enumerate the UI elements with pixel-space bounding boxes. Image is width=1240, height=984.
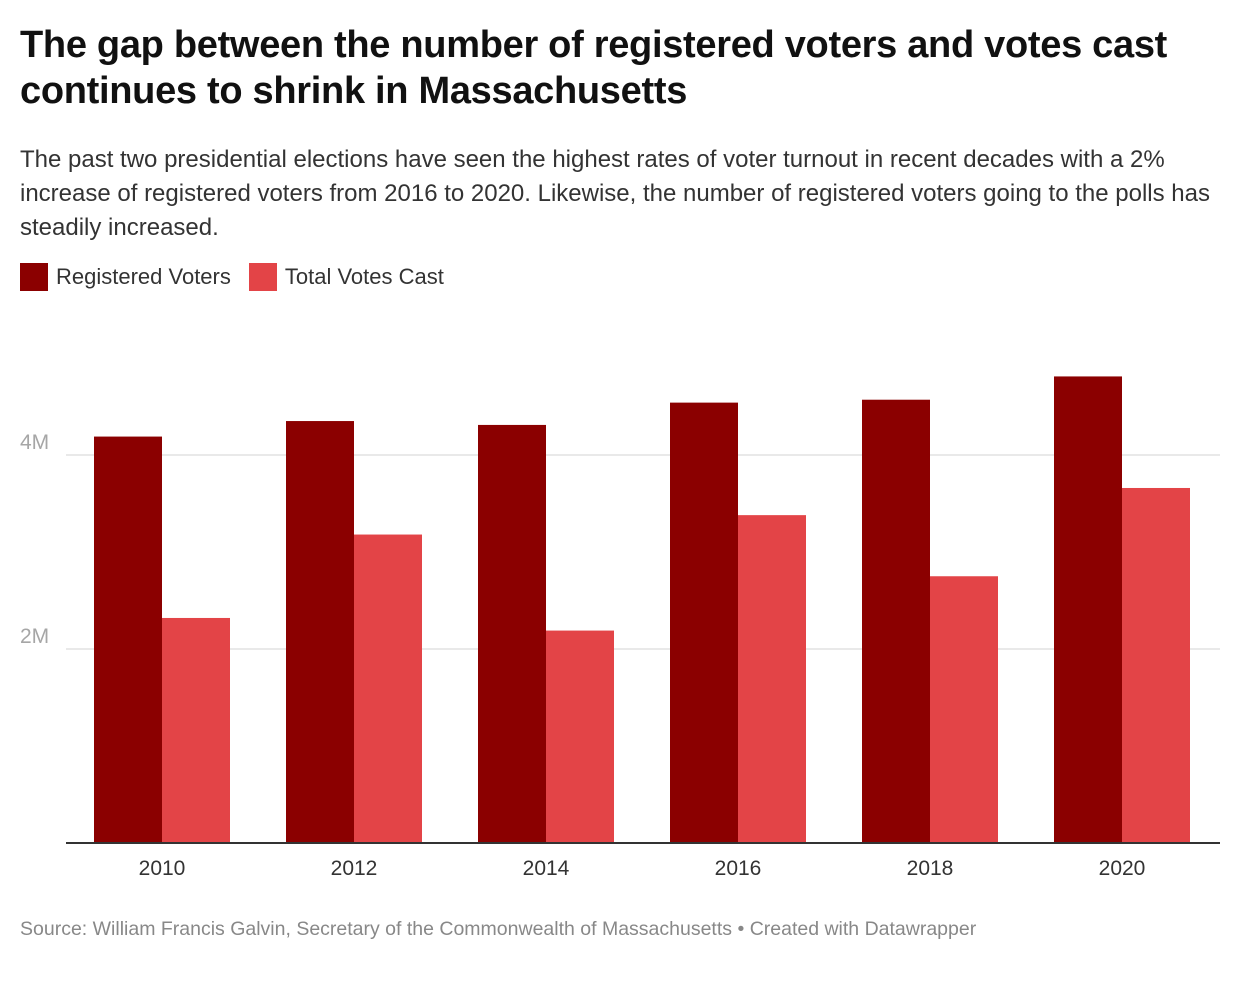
legend-item-total-votes-cast: Total Votes Cast xyxy=(248,263,444,291)
bar-chart: 2M 4M 2010 2012 2014 2016 2018 2020 xyxy=(20,376,1220,880)
y-tick-label-4m: 4M xyxy=(20,431,49,454)
legend-item-registered-voters: Registered Voters xyxy=(20,263,231,291)
legend-label-total-votes-cast: Total Votes Cast xyxy=(284,264,444,289)
bar-total-votes-cast-2010 xyxy=(162,617,230,843)
x-tick-label-2016: 2016 xyxy=(715,857,762,880)
bar-registered-voters-2016 xyxy=(670,402,738,843)
legend: Registered Voters Total Votes Cast xyxy=(20,263,462,291)
bar-total-votes-cast-2014 xyxy=(546,630,614,843)
legend-swatch-registered-voters xyxy=(20,263,48,291)
axis-layer: 2010 2012 2014 2016 2018 2020 xyxy=(66,842,1220,880)
y-tick-label-2m: 2M xyxy=(20,625,49,648)
bar-total-votes-cast-2020 xyxy=(1122,487,1190,843)
grid-layer: 2M 4M xyxy=(20,431,1220,650)
x-tick-label-2020: 2020 xyxy=(1099,857,1146,880)
footer-separator: • xyxy=(737,918,745,940)
datawrapper-credit: Created with Datawrapper xyxy=(749,918,977,940)
bar-registered-voters-2020 xyxy=(1054,376,1122,843)
chart-footer: Source: William Francis Galvin, Secretar… xyxy=(20,918,976,941)
x-tick-label-2012: 2012 xyxy=(331,857,378,880)
source-note: Source: William Francis Galvin, Secretar… xyxy=(20,918,733,940)
bar-total-votes-cast-2018 xyxy=(930,576,998,843)
chart-subtitle: The past two presidential elections have… xyxy=(20,146,1210,241)
x-tick-label-2014: 2014 xyxy=(523,857,570,880)
bar-registered-voters-2010 xyxy=(94,436,162,843)
bar-registered-voters-2014 xyxy=(478,424,546,843)
legend-label-registered-voters: Registered Voters xyxy=(56,264,231,289)
bar-layer xyxy=(94,376,1190,843)
bar-total-votes-cast-2016 xyxy=(738,515,806,843)
bar-registered-voters-2012 xyxy=(286,421,354,843)
x-tick-label-2010: 2010 xyxy=(139,857,186,880)
legend-swatch-total-votes-cast xyxy=(248,263,277,291)
bar-registered-voters-2018 xyxy=(862,399,930,843)
x-tick-label-2018: 2018 xyxy=(907,857,954,880)
chart-title: The gap between the number of registered… xyxy=(20,24,1168,112)
bar-total-votes-cast-2012 xyxy=(354,534,422,843)
